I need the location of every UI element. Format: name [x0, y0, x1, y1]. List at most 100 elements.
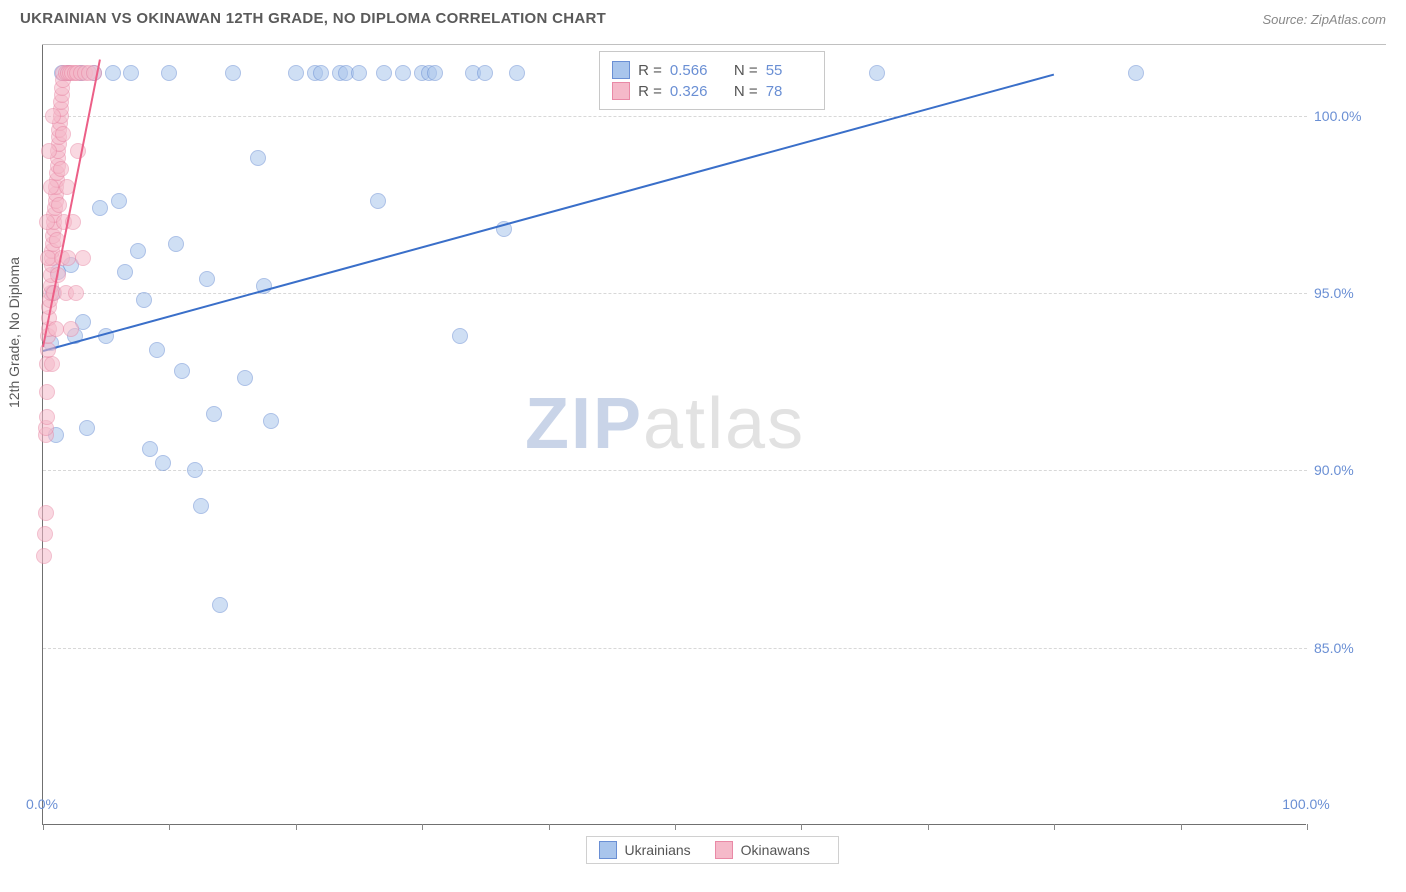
- data-point: [55, 126, 71, 142]
- chart-header: UKRAINIAN VS OKINAWAN 12TH GRADE, NO DIP…: [0, 0, 1406, 33]
- x-tick: [928, 824, 929, 830]
- stats-row: R = 0.326 N = 78: [612, 82, 812, 100]
- x-tick: [1054, 824, 1055, 830]
- x-tick: [43, 824, 44, 830]
- data-point: [41, 143, 57, 159]
- data-point: [869, 65, 885, 81]
- data-point: [193, 498, 209, 514]
- data-point: [212, 597, 228, 613]
- data-point: [427, 65, 443, 81]
- legend-swatch: [715, 841, 733, 859]
- data-point: [79, 420, 95, 436]
- data-point: [288, 65, 304, 81]
- n-label: N =: [734, 62, 758, 79]
- data-point: [1128, 65, 1144, 81]
- series-swatch: [612, 82, 630, 100]
- data-point: [263, 413, 279, 429]
- x-tick-label: 100.0%: [1282, 796, 1329, 812]
- y-tick-label: 100.0%: [1314, 108, 1361, 124]
- data-point: [130, 243, 146, 259]
- data-point: [313, 65, 329, 81]
- x-tick: [549, 824, 550, 830]
- data-point: [43, 179, 59, 195]
- data-point: [37, 526, 53, 542]
- data-point: [39, 409, 55, 425]
- watermark: ZIPatlas: [525, 383, 805, 465]
- data-point: [92, 200, 108, 216]
- data-point: [123, 65, 139, 81]
- data-point: [250, 150, 266, 166]
- y-tick-label: 90.0%: [1314, 462, 1354, 478]
- data-point: [105, 65, 121, 81]
- correlation-stats-box: R = 0.566 N = 55 R = 0.326 N = 78: [599, 51, 825, 110]
- grid-line: [43, 648, 1307, 649]
- data-point: [39, 214, 55, 230]
- n-label: N =: [734, 83, 758, 100]
- data-point: [63, 321, 79, 337]
- n-value: 78: [766, 83, 812, 100]
- data-point: [509, 65, 525, 81]
- r-value: 0.326: [670, 83, 716, 100]
- data-point: [225, 65, 241, 81]
- legend-swatch: [599, 841, 617, 859]
- data-point: [44, 356, 60, 372]
- x-tick: [1181, 824, 1182, 830]
- data-point: [149, 342, 165, 358]
- y-tick-label: 95.0%: [1314, 285, 1354, 301]
- data-point: [187, 462, 203, 478]
- data-point: [36, 548, 52, 564]
- x-tick: [422, 824, 423, 830]
- x-tick: [801, 824, 802, 830]
- data-point: [174, 363, 190, 379]
- x-tick: [296, 824, 297, 830]
- r-label: R =: [638, 83, 662, 100]
- x-tick: [169, 824, 170, 830]
- grid-line: [43, 116, 1307, 117]
- stats-row: R = 0.566 N = 55: [612, 61, 812, 79]
- grid-line: [43, 470, 1307, 471]
- data-point: [199, 271, 215, 287]
- data-point: [351, 65, 367, 81]
- data-point: [477, 65, 493, 81]
- watermark-atlas: atlas: [643, 384, 805, 464]
- data-point: [51, 197, 67, 213]
- n-value: 55: [766, 62, 812, 79]
- data-point: [168, 236, 184, 252]
- data-point: [53, 161, 69, 177]
- data-point: [395, 65, 411, 81]
- data-point: [155, 455, 171, 471]
- source-attribution: Source: ZipAtlas.com: [1262, 12, 1386, 27]
- data-point: [452, 328, 468, 344]
- data-point: [117, 264, 133, 280]
- r-label: R =: [638, 62, 662, 79]
- data-point: [48, 321, 64, 337]
- data-point: [206, 406, 222, 422]
- data-point: [39, 384, 55, 400]
- x-tick: [675, 824, 676, 830]
- legend-label: Okinawans: [741, 842, 810, 858]
- data-point: [68, 285, 84, 301]
- data-point: [237, 370, 253, 386]
- x-tick-label: 0.0%: [26, 796, 58, 812]
- data-point: [142, 441, 158, 457]
- legend-label: Ukrainians: [625, 842, 691, 858]
- y-tick-label: 85.0%: [1314, 640, 1354, 656]
- data-point: [370, 193, 386, 209]
- data-point: [136, 292, 152, 308]
- chart-container: ZIPatlas R = 0.566 N = 55 R = 0.326 N = 78 85.0…: [42, 44, 1386, 824]
- data-point: [75, 250, 91, 266]
- data-point: [376, 65, 392, 81]
- data-point: [70, 143, 86, 159]
- data-point: [45, 108, 61, 124]
- x-tick: [1307, 824, 1308, 830]
- data-point: [161, 65, 177, 81]
- grid-line: [43, 293, 1307, 294]
- data-point: [111, 193, 127, 209]
- watermark-zip: ZIP: [525, 384, 643, 464]
- y-axis-label: 12th Grade, No Diploma: [6, 257, 22, 408]
- plot-area: ZIPatlas R = 0.566 N = 55 R = 0.326 N = 78: [42, 45, 1306, 825]
- series-swatch: [612, 61, 630, 79]
- data-point: [38, 505, 54, 521]
- r-value: 0.566: [670, 62, 716, 79]
- series-legend: Ukrainians Okinawans: [586, 836, 839, 864]
